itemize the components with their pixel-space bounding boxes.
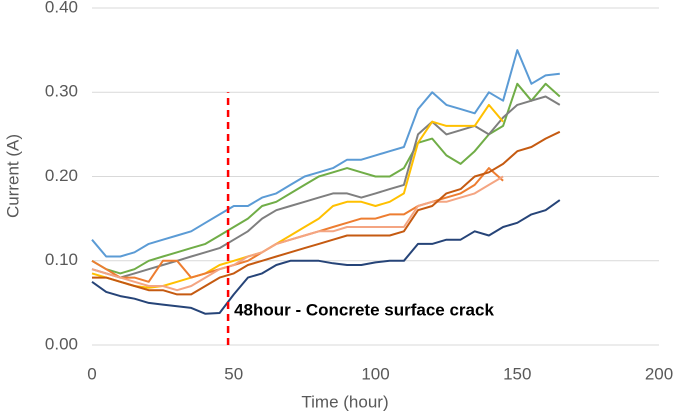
y-tick-label: 0.40 bbox=[45, 0, 78, 16]
x-tick-label: 0 bbox=[87, 364, 96, 383]
y-axis-label: Current (A) bbox=[3, 134, 22, 218]
x-tick-label: 150 bbox=[503, 364, 531, 383]
series-line bbox=[91, 82, 561, 275]
series-line bbox=[91, 95, 561, 279]
y-tick-label: 0.30 bbox=[45, 82, 78, 101]
series-line bbox=[91, 199, 561, 315]
series-line bbox=[92, 130, 561, 296]
series-line bbox=[91, 49, 560, 258]
x-tick-label: 50 bbox=[224, 364, 243, 383]
annotation-text: 48hour - Concrete surface crack bbox=[234, 300, 494, 319]
y-tick-label: 0.20 bbox=[45, 166, 78, 185]
series-line bbox=[91, 175, 504, 292]
series-line bbox=[91, 167, 504, 283]
x-axis-label: Time (hour) bbox=[301, 392, 388, 411]
x-tick-label: 200 bbox=[645, 364, 673, 383]
y-tick-label: 0.10 bbox=[45, 250, 78, 269]
x-tick-label: 100 bbox=[361, 364, 389, 383]
y-tick-label: 0.00 bbox=[45, 334, 78, 353]
